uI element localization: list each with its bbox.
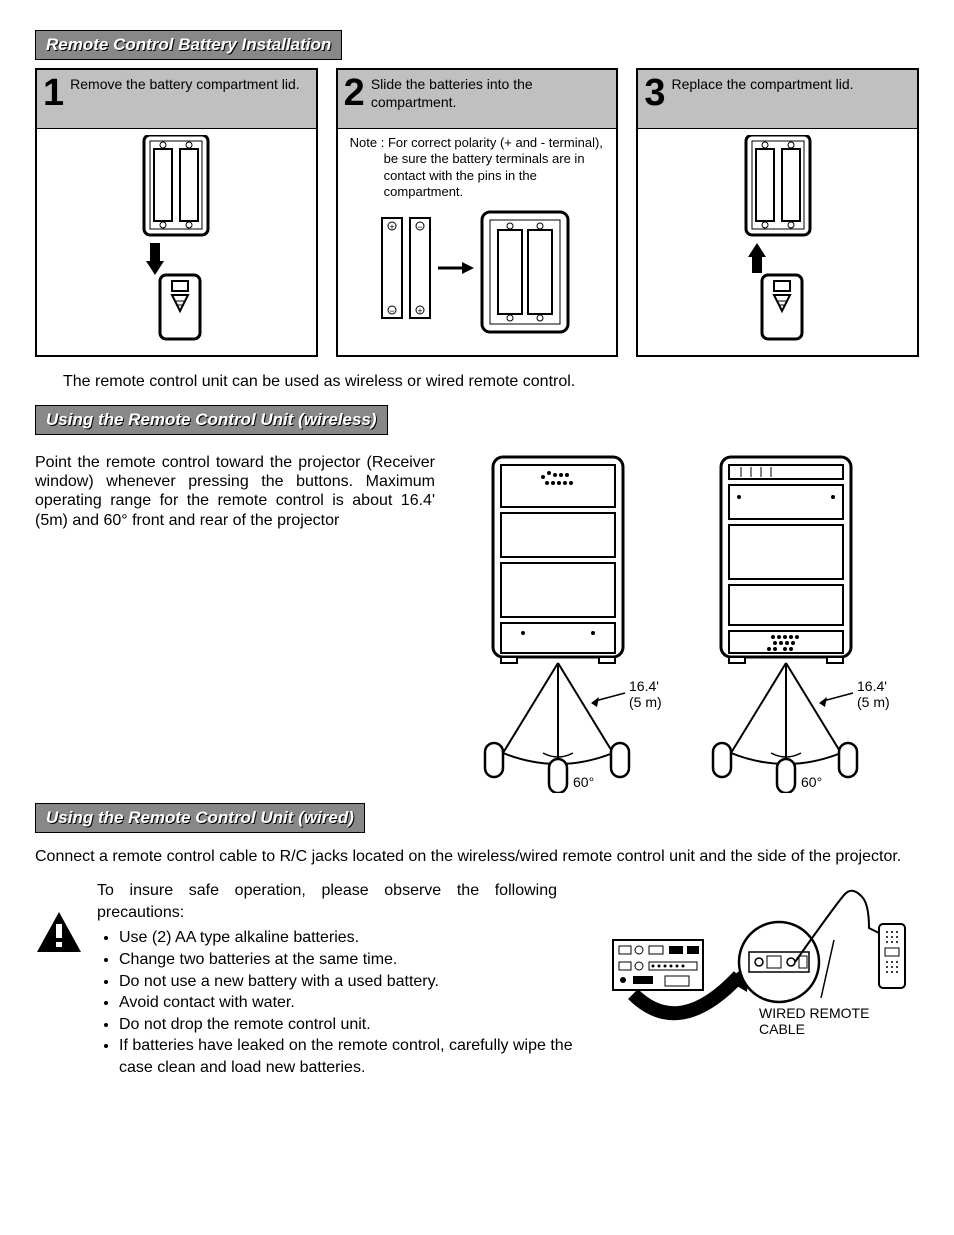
precaution-item: If batteries have leaked on the remote c…: [119, 1035, 595, 1078]
step-1-head: 1 Remove the battery compartment lid.: [37, 70, 316, 129]
projector-front-diagram: 16.4' (5 m) 60°: [453, 453, 663, 793]
step-3-text: Replace the compartment lid.: [671, 76, 853, 94]
section1-header: Remote Control Battery Installation: [35, 30, 342, 60]
section3-header: Using the Remote Control Unit (wired): [35, 803, 365, 833]
svg-text:CABLE: CABLE: [759, 1021, 805, 1037]
precaution-item: Change two batteries at the same time.: [119, 949, 595, 971]
step-1-num: 1: [43, 76, 64, 110]
step1-illustration: [116, 135, 236, 345]
wireless-body-text: Point the remote control toward the proj…: [35, 453, 435, 530]
step-2-text: Slide the batteries into the compartment…: [371, 76, 611, 111]
step-2-head: 2 Slide the batteries into the compartme…: [338, 70, 617, 129]
svg-text:(5 m): (5 m): [857, 694, 890, 710]
step3-illustration: [718, 135, 838, 345]
warning-icon: [35, 910, 83, 959]
svg-text:16.4': 16.4': [857, 678, 887, 694]
svg-text:(5 m): (5 m): [629, 694, 662, 710]
wireless-row: Point the remote control toward the proj…: [35, 453, 919, 793]
step-2-box: 2 Slide the batteries into the compartme…: [336, 68, 619, 357]
precautions-text: To insure safe operation, please observe…: [97, 880, 595, 1078]
svg-text:−: −: [417, 222, 422, 232]
step-1-text: Remove the battery compartment lid.: [70, 76, 300, 94]
precaution-item: Use (2) AA type alkaline batteries.: [119, 927, 595, 949]
steps-row: 1 Remove the battery compartment lid.: [35, 68, 919, 357]
step2-illustration: + − − +: [372, 208, 582, 338]
section2-header: Using the Remote Control Unit (wireless): [35, 405, 388, 435]
wired-intro-text: Connect a remote control cable to R/C ja…: [35, 847, 919, 866]
svg-text:+: +: [417, 306, 422, 316]
step-3-num: 3: [644, 76, 665, 110]
section2-title: Using the Remote Control Unit (wireless): [46, 410, 377, 429]
step-2-note: Note : For correct polarity (+ and - ter…: [380, 135, 609, 200]
svg-text:60°: 60°: [801, 774, 822, 790]
step-3-body: [638, 129, 917, 355]
step-3-box: 3 Replace the compartment lid.: [636, 68, 919, 357]
precautions-intro: To insure safe operation, please observe…: [97, 880, 557, 923]
svg-text:WIRED REMOTE: WIRED REMOTE: [759, 1005, 869, 1021]
svg-text:16.4': 16.4': [629, 678, 659, 694]
step-2-body: Note : For correct polarity (+ and - ter…: [338, 129, 617, 355]
svg-text:−: −: [389, 306, 394, 316]
intro-after-steps: The remote control unit can be used as w…: [63, 373, 919, 391]
projector-rear-svg: 16.4' (5 m) 60°: [681, 453, 891, 793]
precaution-item: Do not use a new battery with a used bat…: [119, 971, 595, 993]
wired-diagram: WIRED REMOTE CABLE: [609, 880, 919, 1055]
step-1-body: [37, 129, 316, 355]
precaution-item: Do not drop the remote control unit.: [119, 1014, 595, 1036]
svg-text:60°: 60°: [573, 774, 594, 790]
precaution-item: Avoid contact with water.: [119, 992, 595, 1014]
section3-title: Using the Remote Control Unit (wired): [46, 808, 354, 827]
step-3-head: 3 Replace the compartment lid.: [638, 70, 917, 129]
precautions-row: To insure safe operation, please observe…: [35, 880, 919, 1078]
step-1-box: 1 Remove the battery compartment lid.: [35, 68, 318, 357]
svg-text:+: +: [389, 222, 394, 232]
precautions-list: Use (2) AA type alkaline batteries. Chan…: [97, 927, 595, 1078]
step-2-num: 2: [344, 76, 365, 110]
projector-front-svg: 16.4' (5 m) 60°: [453, 453, 663, 793]
section1-title: Remote Control Battery Installation: [46, 35, 331, 54]
projector-rear-diagram: 16.4' (5 m) 60°: [681, 453, 891, 793]
